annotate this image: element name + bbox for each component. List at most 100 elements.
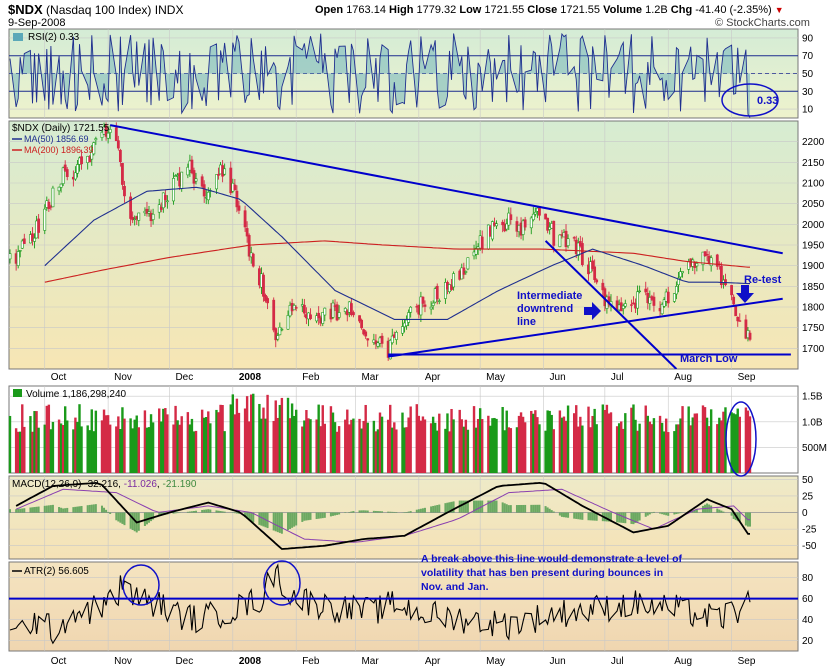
volume-bar bbox=[117, 416, 120, 473]
macd-histogram-bar bbox=[315, 512, 318, 519]
rsi-oval-value: 0.33 bbox=[757, 95, 778, 107]
x-tick-label: 2008 bbox=[239, 372, 262, 383]
price-candle-body bbox=[106, 132, 110, 139]
price-candle-body bbox=[736, 316, 740, 322]
volume-bar bbox=[364, 404, 367, 473]
volume-bar bbox=[673, 431, 676, 473]
arrow-right-icon bbox=[584, 302, 601, 320]
price-candle-body bbox=[51, 187, 55, 208]
price-candle-body bbox=[223, 168, 227, 175]
macd-histogram-bar bbox=[587, 512, 590, 521]
price-candle-body bbox=[166, 200, 169, 203]
volume-bar bbox=[360, 428, 363, 473]
x-tick-label: Sep bbox=[738, 656, 756, 666]
price-candle-body bbox=[317, 312, 321, 319]
macd-histogram-bar bbox=[661, 512, 664, 515]
price-candle-body bbox=[100, 131, 104, 138]
macd-histogram-bar bbox=[618, 512, 621, 523]
macd-histogram-bar bbox=[186, 511, 189, 513]
macd-line bbox=[15, 481, 750, 550]
price-candle-body bbox=[401, 326, 404, 334]
volume-bar bbox=[90, 409, 93, 473]
rsi-area bbox=[10, 33, 750, 118]
price-candle-body bbox=[666, 291, 670, 304]
macd-histogram-bar bbox=[646, 512, 649, 516]
price-candle-body bbox=[601, 282, 605, 291]
volume-bar bbox=[395, 429, 398, 473]
volume-bar bbox=[178, 424, 181, 473]
price-candle-body bbox=[278, 326, 282, 336]
macd-histogram-bar bbox=[403, 512, 406, 514]
macd-histogram-bar bbox=[100, 505, 103, 513]
volume-bar bbox=[695, 413, 699, 473]
price-candle-body bbox=[380, 335, 384, 344]
volume-bar bbox=[174, 405, 177, 473]
volume-bar bbox=[72, 429, 75, 473]
macd-histogram-bar bbox=[29, 507, 32, 513]
volume-bar bbox=[47, 404, 51, 473]
volume-bar bbox=[438, 413, 441, 473]
macd-histogram-bar bbox=[487, 500, 490, 513]
volume-bar bbox=[31, 431, 34, 473]
volume-bar bbox=[329, 406, 333, 473]
macd-histogram-bar bbox=[172, 512, 175, 514]
rsi-oval bbox=[721, 83, 779, 117]
price-candle-body bbox=[358, 315, 361, 322]
x-tick-label: Jul bbox=[611, 372, 624, 383]
macd-histogram-bar bbox=[217, 510, 220, 513]
macd-histogram-bar bbox=[710, 505, 713, 513]
volume-bar bbox=[622, 428, 625, 473]
macd-histogram-bar bbox=[15, 509, 18, 513]
price-candle-body bbox=[18, 250, 22, 252]
macd-histogram-bar bbox=[258, 512, 261, 525]
volume-bar bbox=[235, 398, 239, 473]
price-candle-body bbox=[345, 310, 349, 316]
volume-bar bbox=[646, 415, 649, 473]
macd-histogram-bar bbox=[659, 512, 662, 514]
macd-histogram-bar bbox=[176, 512, 179, 514]
volume-bar bbox=[86, 425, 89, 473]
price-candle-body bbox=[364, 331, 368, 337]
volume-bar bbox=[288, 418, 292, 473]
price-candle-body bbox=[480, 236, 484, 249]
rsi-line bbox=[9, 32, 751, 118]
macd-histogram-bar bbox=[620, 512, 623, 523]
price-candle-body bbox=[529, 217, 533, 229]
macd-histogram-bar bbox=[133, 512, 136, 532]
price-candle-body bbox=[648, 297, 652, 304]
volume-bar bbox=[452, 419, 455, 473]
volume-bar bbox=[348, 424, 351, 473]
macd-histogram-bar bbox=[648, 512, 651, 515]
volume-bar bbox=[415, 404, 418, 473]
volume-bar bbox=[638, 423, 641, 473]
macd-histogram-bar bbox=[295, 512, 298, 526]
macd-histogram-bar bbox=[738, 512, 741, 523]
volume-bar bbox=[14, 428, 18, 473]
macd-histogram-bar bbox=[444, 503, 447, 513]
volume-bar bbox=[617, 423, 621, 473]
macd-histogram-bar bbox=[90, 504, 93, 513]
volume-bar bbox=[92, 431, 96, 473]
macd-histogram-bar bbox=[160, 512, 163, 516]
volume-bar bbox=[587, 406, 590, 473]
macd-histogram-bar bbox=[460, 500, 463, 513]
volume-bar bbox=[380, 416, 384, 473]
macd-histogram-bar bbox=[366, 510, 369, 513]
volume-bar bbox=[374, 431, 378, 473]
x-tick-label: Sep bbox=[738, 372, 756, 383]
price-candle-body bbox=[450, 284, 453, 290]
price-candle-body bbox=[321, 311, 325, 324]
macd-histogram-bar bbox=[509, 505, 512, 513]
macd-histogram-bar bbox=[634, 512, 637, 523]
price-candle-body bbox=[566, 238, 570, 246]
volume-bar bbox=[505, 410, 508, 473]
volume-bar bbox=[376, 429, 380, 473]
volume-bar bbox=[286, 397, 290, 473]
volume-bar bbox=[102, 409, 106, 473]
price-candle-body bbox=[437, 300, 441, 302]
macd-histogram-bar bbox=[417, 509, 420, 513]
macd-histogram-bar bbox=[524, 504, 527, 513]
volume-bar bbox=[458, 409, 461, 473]
